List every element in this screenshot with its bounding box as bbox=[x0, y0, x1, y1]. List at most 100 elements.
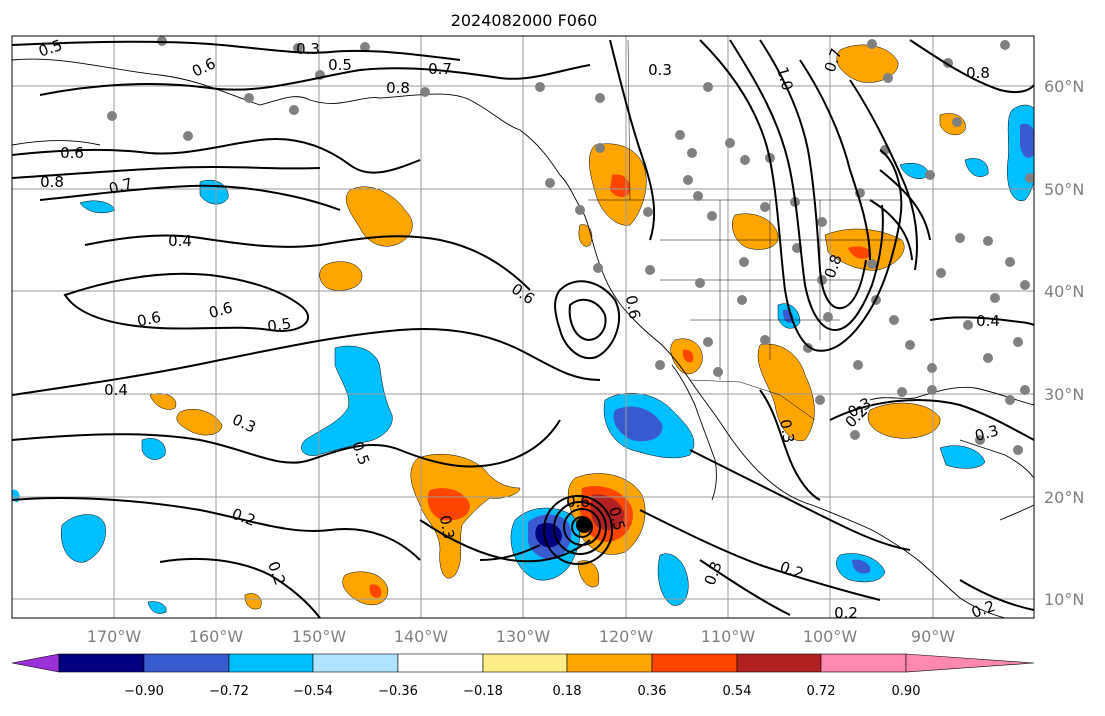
shade-blue bbox=[301, 345, 393, 456]
lat-label: 30°N bbox=[1044, 385, 1084, 404]
contour-line bbox=[799, 59, 871, 261]
contour-line bbox=[729, 39, 884, 332]
contour-line bbox=[159, 557, 321, 618]
contour-label: 0.4 bbox=[976, 312, 1000, 330]
contour-label: 0.4 bbox=[168, 232, 192, 250]
colorbar-bin bbox=[312, 653, 399, 673]
colorbar-bin bbox=[482, 653, 568, 673]
contour-lines bbox=[12, 39, 1034, 618]
contour-label: 0.5 bbox=[605, 505, 629, 533]
contour-line bbox=[929, 316, 1034, 326]
contour-label: 0.6 bbox=[622, 294, 644, 321]
contour-label: 0.8 bbox=[966, 64, 990, 82]
contour-label: 1.0 bbox=[773, 65, 797, 93]
cyclone-center-marker bbox=[576, 517, 592, 533]
lon-label: 110°W bbox=[701, 627, 756, 646]
contour-label: 0.5 bbox=[328, 56, 352, 74]
lat-label: 40°N bbox=[1044, 282, 1084, 301]
shade-red bbox=[369, 584, 382, 598]
longitude-labels: 170°W 160°W 150°W 140°W 130°W 120°W 110°… bbox=[87, 627, 955, 646]
shade-navy bbox=[535, 522, 562, 548]
lon-label: 120°W bbox=[599, 627, 654, 646]
latitude-labels: 60°N 50°N 40°N 30°N 20°N 10°N bbox=[1044, 77, 1084, 609]
contour-line bbox=[699, 39, 903, 352]
shade-red bbox=[682, 349, 694, 363]
baja-peninsula bbox=[671, 364, 717, 501]
caribbean-coast bbox=[959, 439, 1034, 479]
contour-line bbox=[12, 166, 321, 179]
contour-line bbox=[759, 39, 867, 310]
contour-line bbox=[12, 328, 601, 396]
central-america-coast bbox=[999, 504, 1034, 521]
colorbar-tick-label: 0.36 bbox=[638, 684, 667, 699]
contour-label: 0.3 bbox=[973, 421, 1001, 445]
alaska-border bbox=[627, 39, 631, 201]
contour-line bbox=[479, 544, 541, 561]
shade-orange bbox=[410, 453, 521, 579]
contour-label: 0.6 bbox=[566, 493, 590, 511]
contour-label: 0.7 bbox=[428, 60, 452, 78]
shade-orange bbox=[345, 186, 413, 247]
contour-line bbox=[39, 64, 591, 96]
shade-medblue bbox=[1020, 123, 1034, 158]
us-mexico-border bbox=[689, 379, 816, 421]
contour-line bbox=[12, 419, 561, 468]
shade-red bbox=[610, 174, 631, 198]
contour-line bbox=[84, 234, 531, 291]
shade-orange bbox=[244, 593, 262, 610]
colorbar-arrow-low bbox=[11, 653, 60, 673]
shade-red bbox=[427, 488, 470, 521]
lon-label: 90°W bbox=[911, 627, 955, 646]
lon-label: 140°W bbox=[394, 627, 449, 646]
contour-line bbox=[909, 39, 1034, 94]
shade-medblue bbox=[852, 559, 871, 574]
colorbar-tick-label: −0.72 bbox=[209, 684, 249, 699]
contour-ring bbox=[571, 516, 593, 538]
contour-line bbox=[554, 280, 620, 360]
shade-orange bbox=[732, 213, 779, 250]
contour-line bbox=[959, 579, 1034, 611]
contour-line bbox=[689, 449, 911, 551]
colorbar-tick-label: −0.90 bbox=[124, 684, 164, 699]
contour-label: 0.5 bbox=[266, 314, 292, 335]
contour-line bbox=[12, 138, 421, 174]
contour-line bbox=[849, 79, 918, 271]
shade-blue bbox=[964, 158, 989, 177]
lon-label: 160°W bbox=[189, 627, 244, 646]
lon-label: 150°W bbox=[292, 627, 347, 646]
contour-line bbox=[699, 559, 791, 616]
contour-line bbox=[829, 399, 1034, 441]
shade-blue bbox=[79, 200, 116, 214]
shade-orange bbox=[757, 343, 815, 441]
contour-label: 0.3 bbox=[776, 418, 798, 445]
contour-label: 0.6 bbox=[207, 298, 235, 322]
contour-label: 0.6 bbox=[135, 308, 162, 331]
contour-line bbox=[639, 509, 881, 601]
graticule bbox=[12, 36, 1034, 618]
contour-line bbox=[63, 272, 309, 332]
shade-orange bbox=[578, 224, 593, 247]
contour-line bbox=[759, 389, 821, 501]
political-borders bbox=[588, 39, 900, 421]
station-dots bbox=[107, 36, 1034, 455]
lat-label: 10°N bbox=[1044, 590, 1084, 609]
contour-label: 0.3 bbox=[648, 61, 672, 79]
map-frame bbox=[11, 35, 1035, 619]
colorbar-tick-label: 0.18 bbox=[553, 684, 582, 699]
lon-label: 100°W bbox=[803, 627, 858, 646]
colorbar-bin bbox=[651, 653, 738, 673]
colorbar: −0.90 −0.72 −0.54 −0.36 −0.18 0.18 0.36 … bbox=[11, 653, 1035, 699]
contour-line bbox=[12, 40, 461, 61]
lon-label: 170°W bbox=[87, 627, 142, 646]
contour-label: 0.2 bbox=[834, 604, 858, 622]
shade-red bbox=[848, 246, 871, 259]
map-area: 0.5 0.3 0.6 0.5 0.7 0.8 0.6 0.8 0.7 0.4 … bbox=[12, 36, 1034, 622]
contour-line bbox=[12, 497, 421, 561]
contour-line bbox=[39, 184, 341, 211]
colorbar-bin bbox=[397, 653, 484, 673]
contour-ring bbox=[543, 495, 613, 565]
colorbar-tick-label: −0.18 bbox=[463, 684, 503, 699]
colorbar-bin bbox=[820, 653, 907, 673]
contour-line bbox=[869, 199, 913, 261]
